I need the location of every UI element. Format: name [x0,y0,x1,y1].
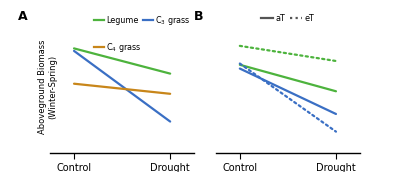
Text: B: B [194,10,204,23]
Text: A: A [18,10,28,23]
Y-axis label: Aboveground Biomass
(Winter-Spring): Aboveground Biomass (Winter-Spring) [38,40,57,134]
Legend: C$_4$ grass: C$_4$ grass [94,41,142,53]
Legend: aT, eT: aT, eT [261,14,314,23]
